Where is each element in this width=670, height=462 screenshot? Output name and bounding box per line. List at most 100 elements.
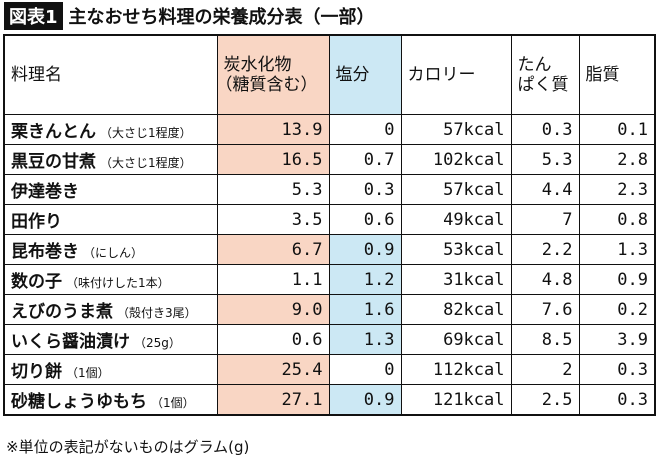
column-header: 脂質 xyxy=(578,34,656,115)
value-cell: 2.3 xyxy=(578,174,656,205)
title-bar: 図表1 主なおせち料理の栄養成分表（一部） xyxy=(4,2,375,30)
value-cell: 0.3 xyxy=(328,174,402,205)
table-row: いくら醤油漬け （25g） 0.6 1.3 69kcal 8.5 3.9 xyxy=(3,324,656,355)
value-cell: 0.9 xyxy=(328,234,402,265)
value-cell: 31kcal xyxy=(400,264,512,295)
header-line: 脂質 xyxy=(585,65,620,85)
column-header: 塩分 xyxy=(328,34,402,115)
header-line: カロリー xyxy=(407,65,476,85)
table-row: 黒豆の甘煮 （大さじ1程度） 16.5 0.7 102kcal 5.3 2.8 xyxy=(3,144,656,175)
table-row: えびのうま煮 （殻付き3尾） 9.0 1.6 82kcal 7.6 0.2 xyxy=(3,294,656,325)
table-row: 昆布巻き （にしん） 6.7 0.9 53kcal 2.2 1.3 xyxy=(3,234,656,265)
value-cell: 0 xyxy=(328,114,402,145)
value-cell: 9.0 xyxy=(216,294,330,325)
dish-name: えびのうま煮 （殻付き3尾） xyxy=(3,294,218,325)
value-cell: 0.3 xyxy=(578,384,656,416)
dish-label: えびのうま煮 xyxy=(11,302,113,322)
title: 主なおせち料理の栄養成分表（一部） xyxy=(68,7,375,28)
value-cell: 2.8 xyxy=(578,144,656,175)
value-cell: 0.1 xyxy=(578,114,656,145)
dish-label: 昆布巻き xyxy=(11,242,79,262)
header-line: 料理名 xyxy=(11,65,62,85)
value-cell: 0.3 xyxy=(510,114,580,145)
column-header: カロリー xyxy=(400,34,512,115)
value-cell: 57kcal xyxy=(400,174,512,205)
value-cell: 6.7 xyxy=(216,234,330,265)
dish-label: 切り餅 xyxy=(11,362,62,382)
value-cell: 3.9 xyxy=(578,324,656,355)
value-cell: 69kcal xyxy=(400,324,512,355)
dish-label: 数の子 xyxy=(11,272,62,292)
column-header: 炭水化物 （糖質含む） xyxy=(216,34,330,115)
dish-label: 栗きんとん xyxy=(11,122,96,142)
value-cell: 5.3 xyxy=(510,144,580,175)
table-row: 砂糖しょうゆもち （1個） 27.1 0.9 121kcal 2.5 0.3 xyxy=(3,384,656,416)
dish-note: （1個） xyxy=(151,396,195,410)
value-cell: 102kcal xyxy=(400,144,512,175)
value-cell: 25.4 xyxy=(216,354,330,385)
footnote: ※単位の表記がないものはグラム(g) xyxy=(6,438,250,456)
header-row: 料理名 炭水化物 （糖質含む） 塩分 カロリー たん ぱく質 脂質 xyxy=(3,34,656,115)
dish-note: （にしん） xyxy=(83,246,144,260)
dish-note: （1個） xyxy=(66,366,110,380)
dish-name: 砂糖しょうゆもち （1個） xyxy=(3,384,218,416)
value-cell: 57kcal xyxy=(400,114,512,145)
dish-label: 田作り xyxy=(11,212,62,232)
column-header: 料理名 xyxy=(3,34,218,115)
table-row: 伊達巻き 5.3 0.3 57kcal 4.4 2.3 xyxy=(3,174,656,205)
dish-note: （殻付き3尾） xyxy=(117,306,197,320)
dish-note: （25g） xyxy=(134,336,181,350)
dish-name: いくら醤油漬け （25g） xyxy=(3,324,218,355)
value-cell: 16.5 xyxy=(216,144,330,175)
value-cell: 1.1 xyxy=(216,264,330,295)
value-cell: 1.2 xyxy=(328,264,402,295)
value-cell: 8.5 xyxy=(510,324,580,355)
value-cell: 5.3 xyxy=(216,174,330,205)
value-cell: 7.6 xyxy=(510,294,580,325)
column-header: たん ぱく質 xyxy=(510,34,580,115)
value-cell: 0.6 xyxy=(328,204,402,235)
value-cell: 0.2 xyxy=(578,294,656,325)
badge: 図表1 xyxy=(4,2,63,30)
value-cell: 53kcal xyxy=(400,234,512,265)
value-cell: 0 xyxy=(328,354,402,385)
dish-name: 切り餅 （1個） xyxy=(3,354,218,385)
header-line: （糖質含む） xyxy=(217,75,318,95)
dish-name: 田作り xyxy=(3,204,218,235)
value-cell: 1.3 xyxy=(328,324,402,355)
value-cell: 49kcal xyxy=(400,204,512,235)
nutrition-table: 料理名 炭水化物 （糖質含む） 塩分 カロリー たん ぱく質 脂質 栗きんとん （大さじ1程度）… xyxy=(3,34,656,416)
value-cell: 0.9 xyxy=(578,264,656,295)
value-cell: 0.9 xyxy=(328,384,402,416)
value-cell: 4.8 xyxy=(510,264,580,295)
value-cell: 4.4 xyxy=(510,174,580,205)
dish-name: 伊達巻き xyxy=(3,174,218,205)
dish-note: （味付けした1本） xyxy=(66,276,170,290)
dish-name: 黒豆の甘煮 （大さじ1程度） xyxy=(3,144,218,175)
value-cell: 0.6 xyxy=(216,324,330,355)
value-cell: 27.1 xyxy=(216,384,330,416)
value-cell: 112kcal xyxy=(400,354,512,385)
value-cell: 13.9 xyxy=(216,114,330,145)
table-row: 数の子 （味付けした1本） 1.1 1.2 31kcal 4.8 0.9 xyxy=(3,264,656,295)
header-line: たん xyxy=(517,55,552,75)
table-row: 栗きんとん （大さじ1程度） 13.9 0 57kcal 0.3 0.1 xyxy=(3,114,656,145)
value-cell: 0.7 xyxy=(328,144,402,175)
value-cell: 0.8 xyxy=(578,204,656,235)
dish-label: いくら醤油漬け xyxy=(11,332,130,352)
value-cell: 2.2 xyxy=(510,234,580,265)
dish-label: 黒豆の甘煮 xyxy=(11,152,96,172)
value-cell: 7 xyxy=(510,204,580,235)
value-cell: 1.6 xyxy=(328,294,402,325)
header-line: 炭水化物 xyxy=(223,55,292,75)
value-cell: 121kcal xyxy=(400,384,512,416)
dish-note: （大さじ1程度） xyxy=(100,156,192,170)
table-row: 田作り 3.5 0.6 49kcal 7 0.8 xyxy=(3,204,656,235)
table-body: 栗きんとん （大さじ1程度） 13.9 0 57kcal 0.3 0.1 黒豆の甘煮 （大さじ1… xyxy=(3,114,656,416)
value-cell: 2 xyxy=(510,354,580,385)
table-row: 切り餅 （1個） 25.4 0 112kcal 2 0.3 xyxy=(3,354,656,385)
dish-name: 昆布巻き （にしん） xyxy=(3,234,218,265)
dish-label: 砂糖しょうゆもち xyxy=(11,392,147,412)
header-line: ぱく質 xyxy=(517,75,569,95)
